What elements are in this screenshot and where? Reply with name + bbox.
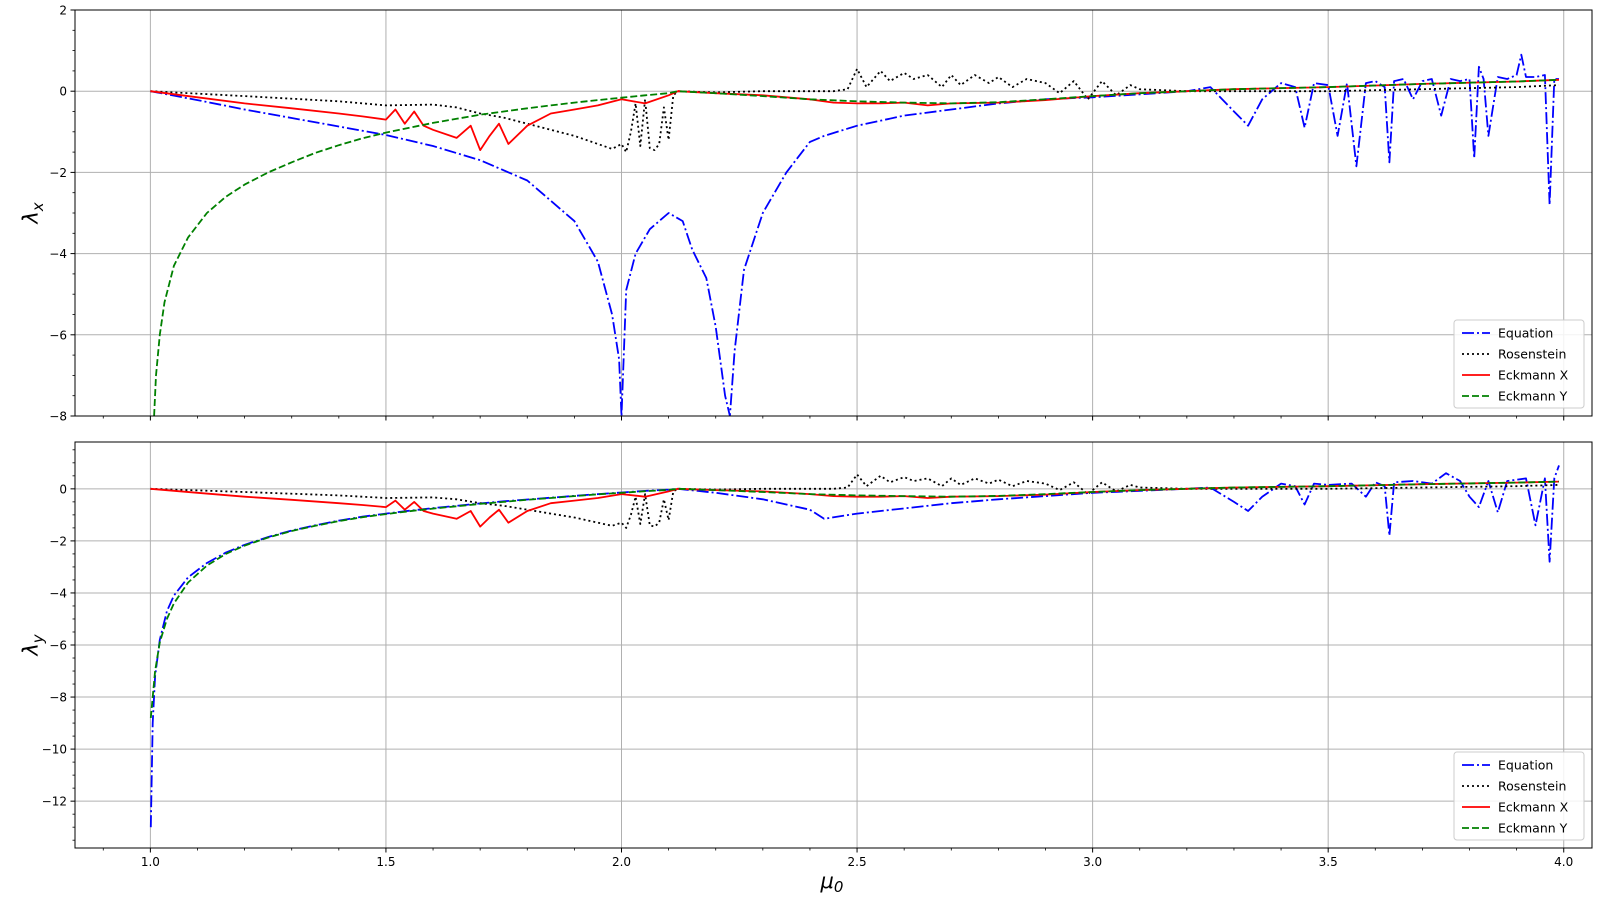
legend-label: Eckmann X — [1498, 368, 1569, 383]
panel-lambda-y: 1.0 1.5 2.0 2.5 3.0 3.5 4.0−12−10−8−6−4−20λyEq… — [19, 441, 1593, 869]
y-tick-label: −8 — [49, 410, 67, 424]
legend-label: Eckmann Y — [1498, 389, 1568, 404]
series-group — [149, 465, 1560, 828]
series-group — [150, 53, 1560, 416]
y-tick-label: −12 — [42, 795, 67, 809]
y-tick-label: 0 — [59, 482, 67, 496]
y-tick-label: −6 — [49, 328, 67, 342]
axes-frame — [74, 9, 1593, 417]
axes-frame — [74, 441, 1593, 849]
legend-box — [1453, 751, 1585, 841]
x-tick-label: 3.5 — [1319, 855, 1338, 869]
series-line-eckmann-x — [150, 480, 1560, 528]
legend-label: Equation — [1498, 326, 1553, 341]
y-tick-label: −8 — [49, 691, 67, 705]
legend-label: Equation — [1498, 758, 1553, 773]
series-line-equation — [150, 53, 1559, 416]
x-tick-label: 2.5 — [848, 855, 867, 869]
legend-label: Eckmann Y — [1498, 821, 1568, 836]
y-tick-label: 2 — [59, 4, 67, 18]
y-tick-label: −2 — [49, 534, 67, 548]
legend-label: Rosenstein — [1498, 347, 1566, 362]
series-line-eckmann-x — [150, 78, 1560, 152]
x-tick-label: 1.0 — [141, 855, 160, 869]
y-tick-label: −4 — [49, 586, 67, 600]
legend-label: Eckmann X — [1498, 800, 1569, 815]
x-tick-label: 3.0 — [1083, 855, 1102, 869]
legend: Equation Rosenstein Eckmann X Eckmann Y — [1453, 751, 1585, 841]
x-tick-label: 2.0 — [612, 855, 631, 869]
series-line-eckmann-y — [149, 480, 1560, 718]
legend: Equation Rosenstein Eckmann X Eckmann Y — [1453, 319, 1585, 409]
series-line-eckmann-y — [153, 78, 1560, 416]
x-tick-label: 1.5 — [376, 855, 395, 869]
y-tick-label: −6 — [49, 639, 67, 653]
y-tick-label: −10 — [42, 743, 67, 757]
y-tick-label: 0 — [59, 85, 67, 99]
legend-label: Rosenstein — [1498, 779, 1566, 794]
legend-box — [1453, 319, 1585, 409]
y-tick-label: −4 — [49, 247, 67, 261]
x-tick-label: 4.0 — [1554, 855, 1573, 869]
y-tick-label: −2 — [49, 166, 67, 180]
